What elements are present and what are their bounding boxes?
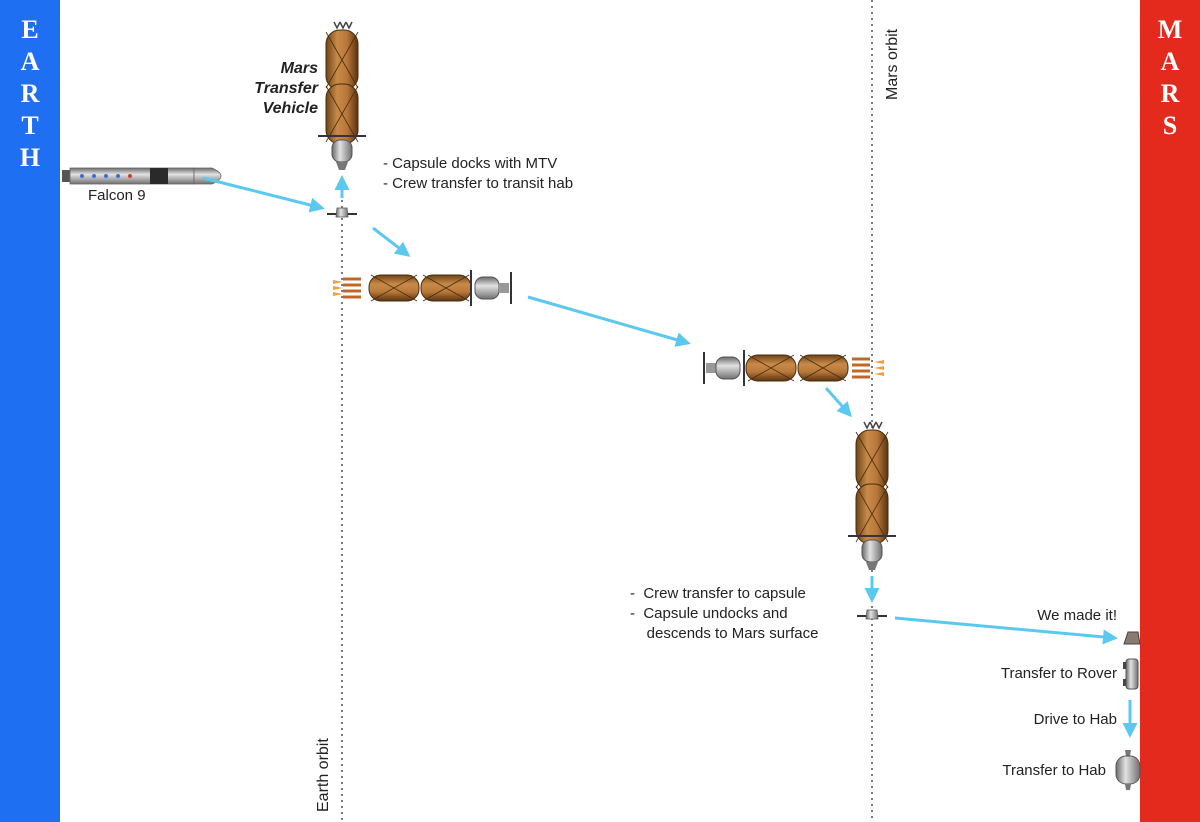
arrow-to-mtv-horizontal [372,226,411,257]
capsule-icon [327,207,357,218]
earth-orbit-label: Earth orbit [315,738,332,812]
mtv-vertical-icon [848,421,896,570]
flow-arrows [202,175,1138,738]
arrow-to-mars-orbit [824,387,852,418]
mtv-title-line: Transfer [254,80,319,97]
earth-letter: A [21,47,40,76]
falcon9-rocket-icon [62,167,222,185]
arrow-cruise [527,295,691,347]
mars-letter: A [1161,47,1180,76]
earth-band: E A R T H [0,0,60,822]
descent-note: - Capsule undocks and [630,605,788,622]
hab-label: Transfer to Hab [1002,762,1106,779]
dock-note: - Crew transfer to transit hab [383,175,573,192]
earth-band-bar [0,0,60,822]
arrow-descent [894,616,1118,645]
mars-band-bar [1140,0,1200,822]
earth-letter: H [20,143,40,172]
mtv-horizontal-icon [333,270,512,306]
mars-letter: M [1158,15,1183,44]
capsule-icon [857,609,887,620]
earth-letter: E [21,15,38,44]
mars-letter: S [1163,111,1177,140]
descent-note: - Crew transfer to capsule [630,585,806,602]
rover-label: Transfer to Rover [1001,665,1117,682]
descent-note: descends to Mars surface [630,625,818,642]
drive-label: Drive to Hab [1034,711,1117,728]
mars-letter: R [1161,79,1180,108]
earth-letter: T [21,111,38,140]
arrow-falcon-to-capsule [202,176,325,213]
falcon9-label: Falcon 9 [88,187,146,204]
hab-icon [1115,750,1141,790]
mars-band: M A R S [1140,0,1200,822]
mtv-horizontal-icon [703,350,884,386]
earth-letter: R [21,79,40,108]
mtv-title-line: Mars [281,60,318,77]
made-it-label: We made it! [1037,607,1117,624]
capsule-landed-icon [1123,631,1141,645]
mtv-vertical-icon [318,21,366,170]
rover-icon [1123,658,1139,690]
mars-orbit-label: Mars orbit [884,28,901,100]
dock-note: - Capsule docks with MTV [383,155,557,172]
mtv-title-line: Vehicle [263,100,319,117]
